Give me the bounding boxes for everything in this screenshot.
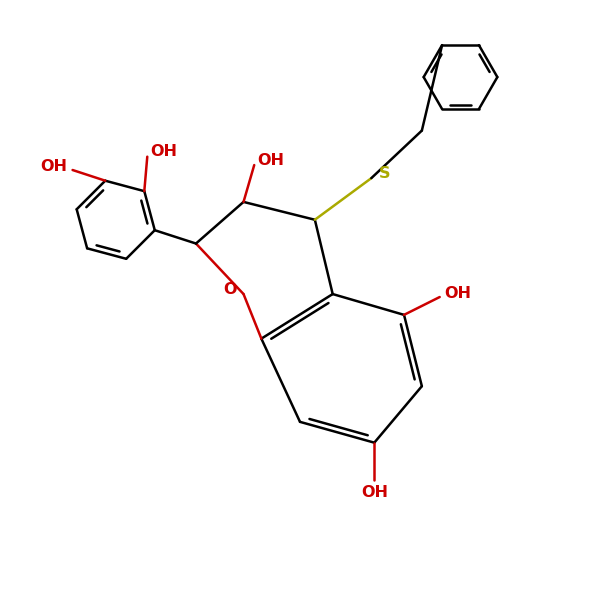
Text: O: O (224, 282, 237, 297)
Text: OH: OH (361, 485, 388, 500)
Text: S: S (379, 166, 390, 181)
Text: OH: OH (444, 286, 471, 301)
Text: OH: OH (151, 145, 178, 160)
Text: OH: OH (40, 159, 67, 174)
Text: OH: OH (257, 153, 284, 168)
